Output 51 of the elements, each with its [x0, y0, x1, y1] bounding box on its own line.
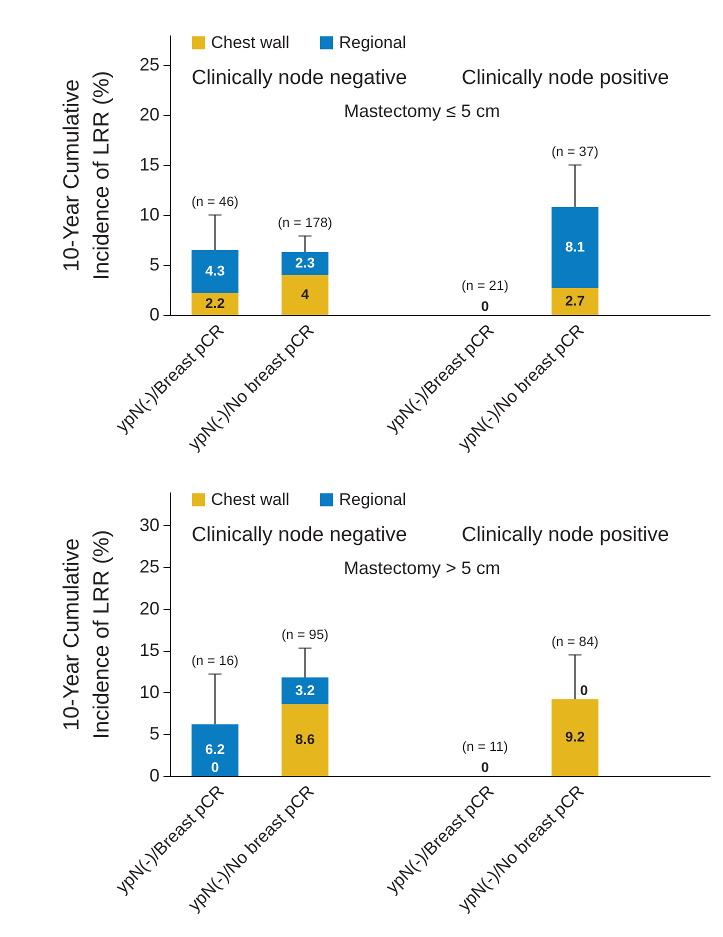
- data-label: 6.2: [205, 741, 225, 758]
- y-tick-label: 25: [139, 54, 160, 74]
- total-label: 0: [481, 298, 490, 314]
- legend-label: Chest wall: [211, 32, 290, 52]
- annotation: (n = 95): [282, 627, 328, 642]
- y-tick-label: 0: [149, 304, 160, 324]
- data-label: 0: [580, 682, 588, 698]
- data-label: 2.7: [565, 292, 585, 308]
- y-tick-label: 0: [149, 766, 160, 786]
- y-axis-title: 10-Year Cumulative Incidence of LRR (%): [58, 70, 114, 280]
- legend-label: Regional: [339, 32, 406, 52]
- data-label: 9.2: [565, 728, 585, 745]
- data-label: 4: [301, 286, 310, 302]
- bar: [192, 250, 238, 293]
- annotation: Clinically node negative: [192, 66, 407, 89]
- y-tick-label: 20: [139, 598, 160, 618]
- y-tick-label: 20: [139, 104, 160, 124]
- text: Mastectomy ≤ 5 cm: [344, 101, 500, 121]
- data-label: 4.3: [205, 262, 225, 278]
- data-label: 3.2: [295, 682, 315, 698]
- annotation: (n = 46): [192, 194, 238, 209]
- annotation: Clinically node positive: [462, 66, 669, 89]
- data-label: 0: [211, 759, 220, 775]
- annotation: (n = 84): [552, 634, 598, 649]
- bar: [552, 288, 598, 315]
- annotation: (n = 178): [278, 215, 332, 230]
- y-tick-label: 5: [149, 724, 160, 744]
- data-label: 8.6: [295, 731, 315, 748]
- y-tick-label: 10: [139, 682, 160, 702]
- text: Mastectomy > 5 cm: [344, 558, 500, 578]
- annotation: (n = 37): [552, 144, 598, 159]
- annotation: Clinically node positive: [462, 523, 669, 546]
- annotation: (n = 16): [192, 653, 238, 668]
- y-tick-label: 30: [139, 514, 160, 535]
- bar: [192, 293, 238, 315]
- total-label: 0: [481, 759, 490, 775]
- y-tick-label: 5: [149, 254, 160, 274]
- data-label: 2.3: [295, 254, 315, 270]
- y-tick-label: 10: [139, 204, 160, 224]
- annotation: (n = 21): [462, 278, 508, 293]
- legend-label: Regional: [339, 490, 406, 509]
- data-label: 8.1: [565, 238, 585, 254]
- bar: [552, 207, 598, 288]
- annotation: (n = 11): [462, 739, 508, 754]
- data-label: 2.2: [205, 295, 225, 311]
- y-tick-label: 25: [139, 556, 160, 577]
- y-axis-title: 10-Year Cumulative Incidence of LRR (%): [58, 530, 114, 740]
- y-tick-label: 15: [139, 640, 160, 660]
- legend-label: Chest wall: [211, 490, 290, 509]
- y-tick-label: 15: [139, 154, 160, 174]
- annotation: Clinically node negative: [192, 523, 407, 546]
